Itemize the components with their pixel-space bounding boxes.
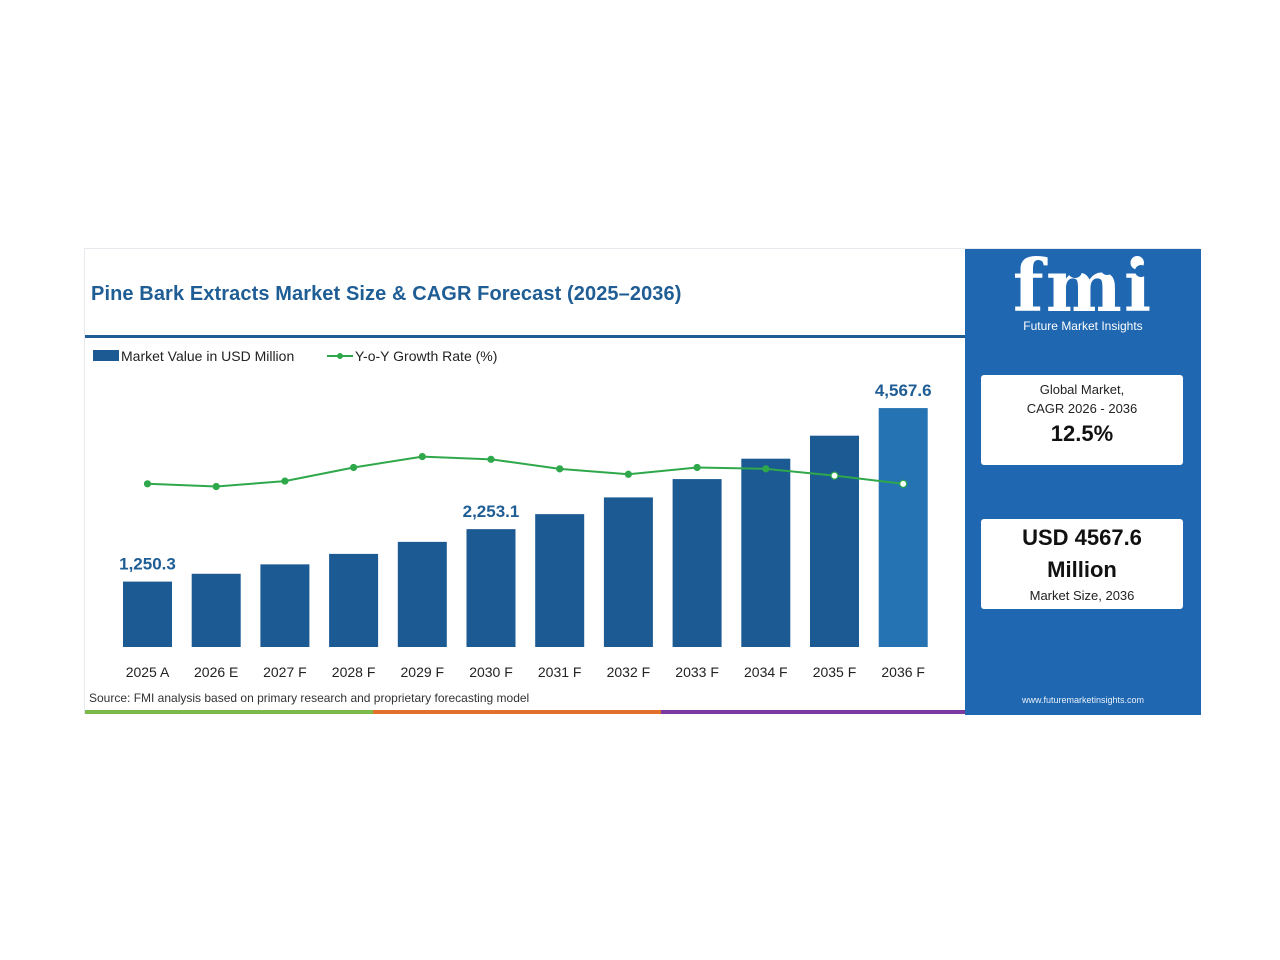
x-tick-label: 2032 F bbox=[607, 664, 651, 680]
x-tick-label: 2031 F bbox=[538, 664, 582, 680]
fmi-logo: fmi bbox=[1013, 255, 1154, 319]
bar-2033-f bbox=[672, 479, 722, 647]
chart-card: Pine Bark Extracts Market Size & CAGR Fo… bbox=[84, 248, 1201, 715]
growth-rate-point bbox=[830, 471, 839, 480]
globe-icon-2 bbox=[1101, 263, 1113, 275]
bars-layer bbox=[123, 408, 928, 647]
x-axis: 2025 A 2026 E 2027 F 2028 F 2029 F 2030 F 2031… bbox=[126, 664, 925, 680]
legend-swatch-bar bbox=[93, 350, 119, 361]
growth-rate-point bbox=[350, 463, 358, 472]
data-label: 4,567.6 bbox=[875, 381, 932, 400]
x-tick-label: 2027 F bbox=[263, 664, 307, 680]
brand-name: Future Market Insights bbox=[1023, 319, 1143, 333]
data-label-background bbox=[870, 380, 937, 403]
market-size-value-line-2: Million bbox=[1047, 557, 1117, 582]
legend-swatch-marker bbox=[337, 353, 343, 359]
growth-rate-point bbox=[212, 482, 220, 491]
x-tick-label: 2025 A bbox=[126, 664, 170, 680]
growth-rate-point bbox=[556, 465, 564, 473]
cagr-label-line-2: CAGR 2026 - 2036 bbox=[1026, 401, 1138, 416]
summary-panel: fmi Future Market Insights Global Market… bbox=[965, 249, 1201, 715]
data-label-background bbox=[458, 501, 524, 524]
x-tick-label: 2026 E bbox=[194, 664, 238, 680]
bar-2026-e bbox=[191, 573, 241, 647]
chart-plot: Market Value in USD Million Y-o-Y Growth… bbox=[93, 348, 937, 680]
growth-rate-point bbox=[693, 463, 701, 472]
cagr-box: Global Market, CAGR 2026 - 2036 12.5% bbox=[981, 375, 1183, 465]
bar-2035-f bbox=[810, 435, 859, 647]
x-tick-label: 2033 F bbox=[675, 664, 719, 680]
legend-label-line: Y-o-Y Growth Rate (%) bbox=[355, 348, 497, 364]
bar-2025-a bbox=[123, 581, 172, 647]
source-note: Source: FMI analysis based on primary re… bbox=[89, 691, 530, 705]
title-divider bbox=[85, 335, 965, 338]
globe-icon-3 bbox=[1135, 265, 1147, 277]
growth-line-layer bbox=[143, 453, 908, 491]
cagr-value: 12.5% bbox=[1050, 421, 1114, 446]
footer-stripe-purple bbox=[661, 710, 965, 714]
website-link[interactable]: www.futuremarketinsights.com bbox=[1021, 695, 1145, 705]
growth-rate-point bbox=[418, 453, 426, 461]
bar-2030-f bbox=[466, 529, 516, 647]
growth-rate-point bbox=[487, 455, 495, 463]
data-labels-layer: 1,250.3 2,253.1 4,567.6 bbox=[114, 380, 937, 576]
bar-2034-f bbox=[741, 458, 791, 647]
bar-2027-f bbox=[260, 564, 310, 647]
growth-rate-point bbox=[143, 480, 152, 488]
market-size-label: Market Size, 2036 bbox=[1029, 588, 1135, 603]
growth-rate-point bbox=[899, 479, 908, 488]
footer-stripe-green bbox=[85, 710, 373, 714]
growth-rate-point bbox=[281, 477, 289, 485]
data-label-background bbox=[114, 553, 181, 576]
x-tick-label: 2030 F bbox=[469, 664, 513, 680]
data-label: 1,250.3 bbox=[119, 555, 176, 574]
x-tick-label: 2035 F bbox=[813, 664, 857, 680]
bar-2032-f bbox=[603, 497, 653, 647]
chart-title: Pine Bark Extracts Market Size & CAGR Fo… bbox=[91, 283, 682, 305]
bar-2028-f bbox=[329, 553, 379, 647]
cagr-label-line-1: Global Market, bbox=[1039, 382, 1125, 397]
market-size-value-line-1: USD 4567.6 bbox=[1022, 525, 1142, 550]
x-tick-label: 2029 F bbox=[401, 664, 445, 680]
bar-2036-f bbox=[878, 408, 928, 647]
legend-label-bar: Market Value in USD Million bbox=[121, 348, 294, 364]
footer-stripe-orange bbox=[373, 710, 661, 714]
market-size-box: USD 4567.6 Million Market Size, 2036 bbox=[981, 519, 1183, 609]
chart-legend: Market Value in USD Million Y-o-Y Growth… bbox=[93, 348, 497, 364]
bar-2031-f bbox=[535, 514, 585, 647]
data-label: 2,253.1 bbox=[463, 502, 520, 521]
fmi-logo-text: fmi bbox=[1013, 255, 1154, 319]
bar-2029-f bbox=[397, 541, 447, 647]
growth-rate-point bbox=[624, 470, 633, 478]
growth-rate-point bbox=[762, 465, 770, 473]
globe-icon bbox=[1068, 264, 1082, 278]
x-tick-label: 2036 F bbox=[881, 664, 925, 680]
growth-rate-line bbox=[147, 455, 904, 488]
x-tick-label: 2034 F bbox=[744, 664, 788, 680]
x-tick-label: 2028 F bbox=[332, 664, 376, 680]
